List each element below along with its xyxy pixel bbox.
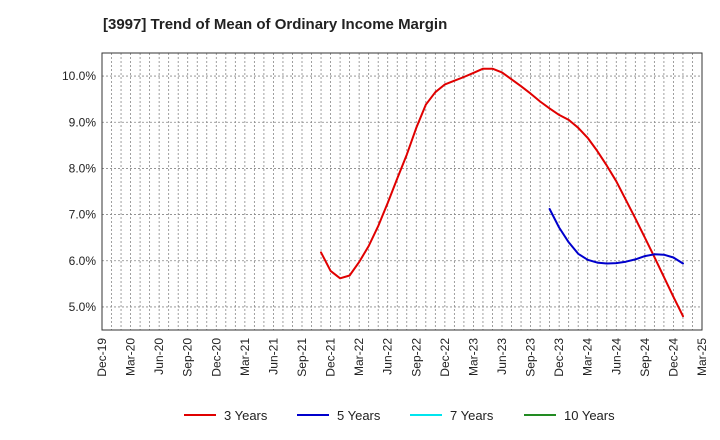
legend-label: 3 Years — [224, 408, 268, 423]
x-tick-label: Jun-20 — [152, 338, 166, 375]
legend-label: 5 Years — [337, 408, 381, 423]
legend-label: 10 Years — [564, 408, 615, 423]
x-tick-label: Dec-23 — [552, 338, 566, 377]
x-tick-label: Dec-20 — [209, 338, 223, 377]
y-tick-label: 7.0% — [69, 208, 97, 222]
y-axis: 5.0% 6.0% 7.0% 8.0% 9.0% 10.0% — [62, 69, 96, 314]
x-tick-label: Jun-21 — [266, 338, 280, 375]
x-tick-label: Sep-24 — [638, 338, 652, 377]
x-tick-label: Sep-23 — [524, 338, 538, 377]
x-tick-label: Jun-24 — [609, 338, 623, 375]
grid-lines — [102, 53, 702, 330]
legend-item: 5 Years — [297, 408, 381, 423]
y-tick-label: 6.0% — [69, 254, 97, 268]
legend-item: 7 Years — [410, 408, 494, 423]
legend-item: 3 Years — [184, 408, 268, 423]
x-tick-label: Mar-23 — [466, 338, 480, 376]
legend-item: 10 Years — [524, 408, 615, 423]
x-axis: Dec-19 Mar-20 Jun-20 Sep-20 Dec-20 Mar-21 Jun-… — [95, 338, 709, 377]
legend: 3 Years 5 Years 7 Years 10 Years — [184, 408, 615, 423]
plot-area-frame — [101, 52, 703, 331]
x-tick-label: Dec-24 — [666, 338, 680, 377]
y-tick-label: 8.0% — [69, 161, 97, 175]
y-tick-label: 5.0% — [69, 300, 97, 314]
x-tick-label: Mar-22 — [352, 338, 366, 376]
y-tick-label: 10.0% — [62, 69, 96, 83]
x-tick-label: Mar-25 — [695, 338, 709, 376]
x-tick-label: Sep-21 — [295, 338, 309, 377]
chart-title: [3997] Trend of Mean of Ordinary Income … — [103, 16, 448, 33]
x-tick-label: Jun-22 — [381, 338, 395, 375]
y-tick-label: 9.0% — [69, 115, 97, 129]
x-tick-label: Dec-21 — [324, 338, 338, 377]
x-tick-label: Mar-24 — [581, 338, 595, 376]
x-tick-label: Mar-21 — [238, 338, 252, 376]
series-line-5-years — [548, 208, 684, 265]
x-tick-label: Jun-23 — [495, 338, 509, 375]
series-line-3-years — [320, 67, 684, 318]
x-tick-label: Dec-22 — [438, 338, 452, 377]
x-tick-label: Sep-20 — [181, 338, 195, 377]
x-tick-label: Dec-19 — [95, 338, 109, 377]
x-tick-label: Sep-22 — [409, 338, 423, 377]
series-lines — [320, 67, 684, 318]
legend-label: 7 Years — [450, 408, 494, 423]
x-tick-label: Mar-20 — [124, 338, 138, 376]
